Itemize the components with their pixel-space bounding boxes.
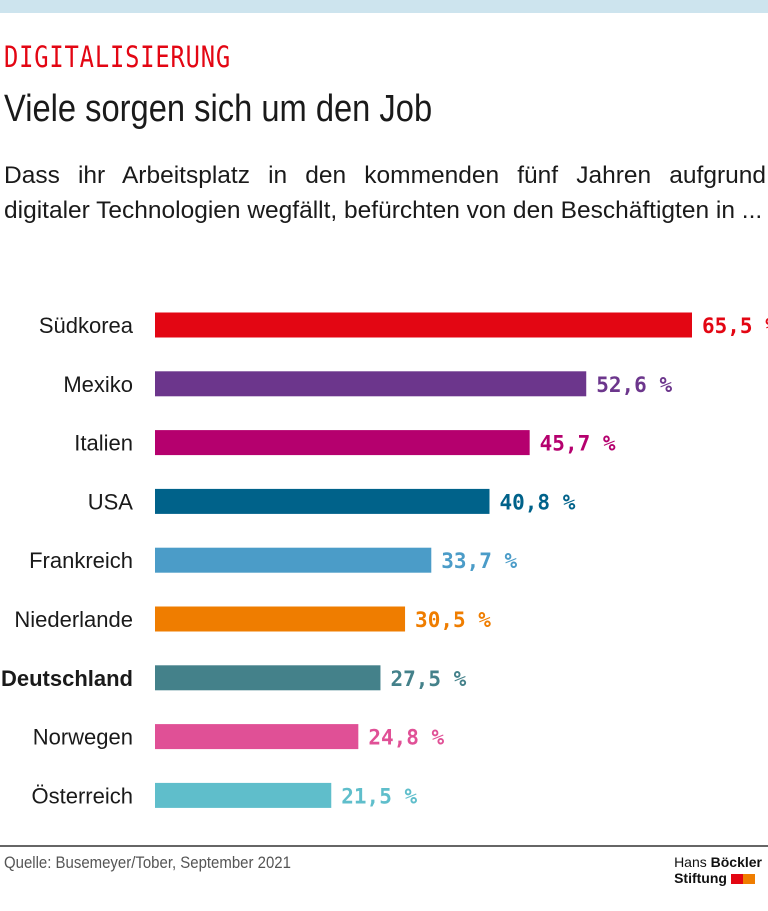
value-label: 33,7 % <box>441 549 517 573</box>
bar-mexiko <box>155 371 587 397</box>
logo-text-hans: Hans <box>674 854 707 870</box>
bar-frankreich <box>155 547 432 573</box>
logo-text-boeckler: Böckler <box>710 854 762 870</box>
hans-boeckler-logo: Hans Böckler Stiftung <box>674 854 762 886</box>
chart-title: Viele sorgen sich um den Job <box>4 88 433 130</box>
category-label: Deutschland <box>1 666 133 691</box>
category-label: Mexiko <box>63 372 133 397</box>
logo-square-orange <box>742 874 755 885</box>
value-label: 65,5 % <box>702 314 768 338</box>
logo-square-red <box>730 874 743 885</box>
top-accent-bar <box>0 0 768 13</box>
value-label: 45,7 % <box>540 432 616 456</box>
category-label: Frankreich <box>29 548 133 573</box>
bar-österreich <box>155 782 332 808</box>
chart-subtitle: Dass ihr Arbeitsplatz in den kommenden f… <box>4 162 766 224</box>
value-label: 30,5 % <box>415 608 491 632</box>
footer-divider <box>0 845 768 847</box>
kicker: DIGITALISIERUNG <box>4 40 232 74</box>
category-label: Österreich <box>32 783 133 808</box>
category-label: Niederlande <box>14 607 133 632</box>
bar-südkorea <box>155 312 692 338</box>
category-label: Südkorea <box>39 313 134 338</box>
source-note: Quelle: Busemeyer/Tober, September 2021 <box>4 853 291 872</box>
bar-italien <box>155 430 530 456</box>
bar-norwegen <box>155 724 359 750</box>
value-label: 27,5 % <box>390 667 466 691</box>
logo-text-stiftung: Stiftung <box>674 870 727 886</box>
bar-usa <box>155 488 490 514</box>
value-label: 21,5 % <box>341 784 417 808</box>
bar-deutschland <box>155 665 381 691</box>
bar-chart: Südkorea 65,5 % Mexiko 52,6 % Italien 45,7 % U… <box>1 312 768 808</box>
value-label: 24,8 % <box>368 726 444 750</box>
bar-niederlande <box>155 606 406 632</box>
category-label: Italien <box>74 431 133 456</box>
category-label: USA <box>88 489 134 514</box>
value-label: 40,8 % <box>499 490 575 514</box>
category-label: Norwegen <box>33 725 133 750</box>
value-label: 52,6 % <box>596 373 672 397</box>
